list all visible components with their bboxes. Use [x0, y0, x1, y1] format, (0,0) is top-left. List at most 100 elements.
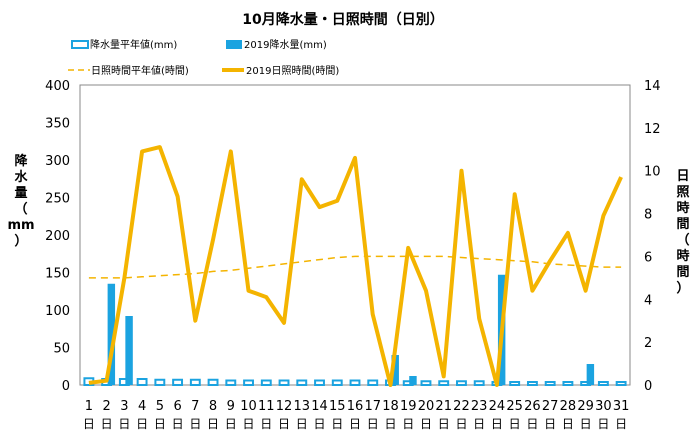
x-tick: 31 [613, 399, 630, 414]
x-tick: 16 [347, 399, 364, 414]
x-tick: 27 [542, 399, 559, 414]
y-label-left-char: 降 [14, 153, 28, 169]
x-tick: 9 [227, 399, 235, 414]
x-tick-suffix: 日 [580, 417, 592, 431]
y-tick-left: 150 [45, 267, 70, 282]
x-tick: 22 [453, 399, 470, 414]
x-tick-suffix: 日 [172, 417, 184, 431]
plot-area [79, 84, 631, 386]
y-tick-left: 100 [45, 304, 70, 319]
x-tick-suffix: 日 [225, 417, 237, 431]
x-tick-suffix: 日 [101, 417, 113, 431]
y-label-right-char: 日 [676, 169, 689, 184]
x-tick-suffix: 日 [243, 417, 255, 431]
bar-normal-precip [331, 379, 343, 386]
y-label-left-char: （ [14, 201, 27, 217]
y-tick-right: 4 [644, 293, 652, 308]
bar-normal-precip [154, 378, 166, 386]
bar-normal-precip [526, 381, 538, 386]
bar-normal-precip [189, 378, 201, 386]
y-axis-label-left: 降水量（mm） [7, 153, 34, 249]
x-tick: 23 [471, 399, 488, 414]
legend-label-sunshine-2019: 2019日照時間(時間) [246, 65, 339, 77]
x-tick: 19 [400, 399, 417, 414]
x-tick: 24 [489, 399, 506, 414]
bar-precip-2019 [586, 364, 595, 385]
y-label-right-char: 間 [676, 265, 689, 280]
bar-precip-2019 [391, 355, 399, 385]
bar-normal-precip [207, 378, 219, 386]
x-tick: 25 [506, 399, 523, 414]
bar-normal-precip [296, 379, 308, 386]
bar-precip-2019 [125, 316, 133, 385]
x-tick: 11 [258, 399, 275, 414]
x-tick: 1 [85, 399, 93, 414]
x-tick-suffix: 日 [136, 417, 148, 431]
y-label-right-char: ） [676, 280, 689, 296]
x-tick: 12 [276, 399, 293, 414]
bar-normal-precip [597, 381, 609, 386]
x-tick-suffix: 日 [420, 417, 432, 431]
x-tick: 3 [120, 399, 128, 414]
x-tick-suffix: 日 [544, 417, 556, 431]
x-tick-suffix: 日 [207, 417, 219, 431]
x-tick: 28 [560, 399, 577, 414]
legend-label-normal-precip: 降水量平年値(mm) [90, 38, 177, 51]
x-tick: 14 [311, 399, 328, 414]
bar-precip-2019 [107, 283, 116, 385]
y-tick-left: 200 [45, 229, 70, 244]
x-tick: 5 [156, 399, 164, 414]
y-axis-right: 0 2 4 6 8 10 12 14 [644, 79, 661, 394]
legend-swatch-precip-2019 [226, 40, 242, 49]
y-label-right-char: 時 [676, 248, 689, 264]
y-tick-left: 350 [45, 117, 70, 132]
x-tick-suffix: 日 [331, 417, 343, 431]
x-tick-suffix: 日 [473, 417, 485, 431]
chart-title: 10月降水量・日照時間（日別） [242, 11, 443, 28]
y-axis-left: 0 50 100 150 200 250 300 350 400 [45, 79, 70, 394]
legend: 降水量平年値(mm) 2019降水量(mm) 日照時間平年値(時間) 2019日照時間… [68, 38, 339, 77]
x-tick: 10 [240, 399, 257, 414]
x-tick-suffix: 日 [189, 417, 201, 431]
bar-normal-precip [172, 378, 184, 386]
x-tick-suffix: 日 [154, 417, 166, 431]
x-tick-suffix: 日 [491, 417, 503, 431]
x-tick-suffix: 日 [83, 417, 95, 431]
x-tick: 17 [364, 399, 381, 414]
x-tick-suffix: 日 [402, 417, 414, 431]
y-label-right-char: 時 [676, 200, 689, 216]
y-label-left-char: mm [7, 218, 34, 233]
x-tick-suffix: 日 [562, 417, 574, 431]
bar-normal-precip [260, 379, 272, 386]
y-tick-right: 10 [644, 165, 661, 180]
y-label-right-char: （ [676, 232, 689, 248]
x-tick-suffix: 日 [367, 417, 379, 431]
x-tick-suffix: 日 [526, 417, 538, 431]
normal-precip-bars [83, 377, 627, 386]
bar-normal-precip [544, 381, 556, 386]
bar-normal-precip [314, 379, 325, 386]
bar-normal-precip [438, 380, 450, 386]
x-tick: 15 [329, 399, 346, 414]
x-tick-suffix: 日 [597, 417, 609, 431]
y-axis-label-right: 日照時間（時間） [676, 169, 689, 296]
y-label-left-char: 量 [14, 186, 27, 201]
y-tick-right: 8 [644, 208, 652, 223]
legend-label-precip-2019: 2019降水量(mm) [244, 38, 327, 51]
x-tick: 18 [382, 399, 399, 414]
x-axis: 1日2日3日4日5日6日7日8日9日10日11日12日13日14日15日16日1… [83, 399, 630, 431]
x-tick-suffix: 日 [455, 417, 467, 431]
y-label-left-char: 水 [14, 169, 28, 185]
y-label-left-char: ） [14, 233, 27, 249]
y-label-right-char: 照 [676, 185, 689, 200]
x-tick: 4 [138, 399, 146, 414]
y-tick-right: 14 [644, 79, 661, 94]
x-tick-suffix: 日 [296, 417, 308, 431]
x-tick: 7 [191, 399, 199, 414]
bar-normal-precip [615, 381, 627, 386]
bar-normal-precip [243, 379, 254, 386]
x-tick: 30 [595, 399, 612, 414]
bar-normal-precip [349, 379, 361, 386]
x-tick-suffix: 日 [349, 417, 361, 431]
